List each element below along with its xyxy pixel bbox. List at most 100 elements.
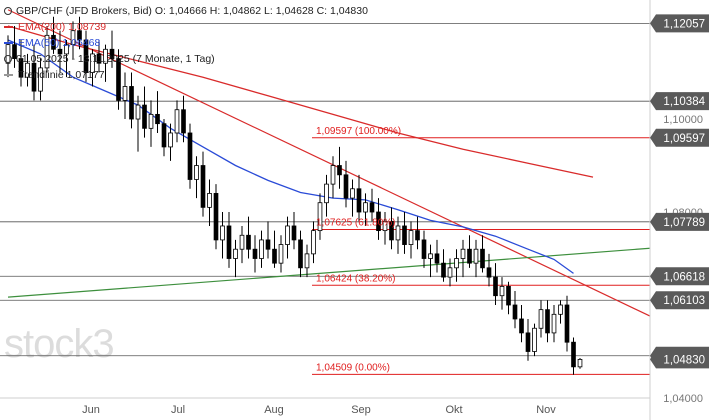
candle-body[interactable] [486, 267, 492, 278]
candle-body[interactable] [382, 220, 388, 232]
candle-body[interactable] [213, 193, 219, 241]
candle-body[interactable] [376, 211, 381, 232]
candle-body[interactable] [239, 234, 245, 250]
candle-body[interactable] [77, 30, 82, 41]
candle-body[interactable] [317, 202, 323, 232]
candle-body[interactable] [168, 132, 173, 148]
candle-body[interactable] [545, 309, 550, 334]
candle-body[interactable] [220, 225, 225, 241]
candle-body[interactable] [558, 304, 563, 315]
candle-body[interactable] [421, 239, 427, 259]
candle-body[interactable] [525, 332, 531, 352]
candle-body[interactable] [122, 86, 128, 101]
candle-body[interactable] [538, 309, 544, 329]
price-tag[interactable] [650, 212, 709, 231]
price-tag[interactable] [650, 14, 709, 33]
candle-body[interactable] [415, 230, 420, 241]
candle-body[interactable] [194, 165, 199, 180]
candle-body[interactable] [259, 239, 264, 259]
candle-body[interactable] [551, 313, 557, 334]
candle-body[interactable] [519, 318, 524, 334]
candle-body[interactable] [187, 132, 193, 180]
candle-body[interactable] [473, 248, 479, 264]
ema50-line[interactable] [7, 39, 574, 274]
candle-body[interactable] [90, 53, 95, 73]
candle-body[interactable] [38, 67, 43, 92]
candle-body[interactable] [428, 253, 433, 259]
candle-body[interactable] [389, 220, 394, 241]
candle-body[interactable] [25, 62, 30, 78]
candle-body[interactable] [181, 109, 186, 134]
candle-body[interactable] [577, 359, 583, 368]
candle-body[interactable] [402, 225, 407, 245]
candle-body[interactable] [252, 248, 258, 259]
candle-body[interactable] [330, 165, 336, 185]
candle-body[interactable] [285, 225, 290, 245]
price-tag[interactable] [650, 267, 709, 286]
candle-body[interactable] [512, 304, 518, 320]
candle-body[interactable] [350, 188, 355, 199]
price-tag[interactable] [650, 92, 709, 111]
candle-body[interactable] [480, 248, 485, 269]
candle-body[interactable] [272, 248, 277, 264]
candle-body[interactable] [135, 104, 141, 120]
legend-ema200[interactable]: EMA(200) 1,08739 [4, 19, 368, 35]
candle-body[interactable] [564, 304, 570, 343]
candle-body[interactable] [304, 253, 310, 269]
candle-body[interactable] [571, 341, 576, 368]
price-tag[interactable] [650, 128, 709, 147]
candle-body[interactable] [369, 202, 375, 213]
legend-ema50[interactable]: EMA(50) 1,06468 [4, 35, 368, 51]
candle-body[interactable] [207, 193, 212, 208]
candle-body[interactable] [96, 53, 102, 64]
candle-body[interactable] [246, 234, 251, 250]
candle-body[interactable] [506, 286, 511, 306]
candle-body[interactable] [64, 44, 69, 55]
candle-body[interactable] [226, 225, 232, 259]
candle-body[interactable] [31, 62, 37, 92]
candle-body[interactable] [109, 48, 115, 59]
candle-body[interactable] [408, 230, 414, 245]
candle-body[interactable] [70, 30, 76, 46]
candle-body[interactable] [343, 174, 349, 199]
candle-body[interactable] [298, 239, 303, 269]
candle-body[interactable] [148, 113, 154, 129]
candle-body[interactable] [311, 230, 316, 255]
candle-body[interactable] [337, 165, 342, 176]
candle-body[interactable] [499, 286, 505, 297]
downtrend-line[interactable] [7, 9, 651, 317]
candle-body[interactable] [129, 86, 134, 120]
candle-body[interactable] [12, 44, 17, 59]
candle-body[interactable] [44, 34, 50, 69]
candle-body[interactable] [161, 123, 167, 148]
candle-body[interactable] [454, 258, 459, 269]
candle-body[interactable] [116, 58, 121, 101]
candle-body[interactable] [83, 39, 89, 73]
candle-body[interactable] [142, 104, 147, 129]
candle-body[interactable] [265, 239, 271, 250]
candle-body[interactable] [395, 225, 401, 241]
candle-body[interactable] [51, 34, 56, 50]
candle-body[interactable] [324, 183, 329, 204]
candle-body[interactable] [291, 225, 297, 241]
candle-body[interactable] [200, 165, 206, 208]
uptrend-line[interactable] [7, 247, 651, 298]
candle-body[interactable] [460, 248, 466, 259]
candle-body[interactable] [278, 244, 284, 264]
candle-body[interactable] [363, 202, 368, 213]
candle-body[interactable] [233, 248, 238, 259]
candle-body[interactable] [447, 267, 453, 278]
candle-body[interactable] [493, 276, 498, 297]
legend-trendline[interactable]: Trendlinie 1,07177 [4, 67, 368, 83]
candle-body[interactable] [103, 48, 108, 64]
candle-body[interactable] [434, 253, 440, 264]
candle-body[interactable] [532, 327, 537, 352]
candle-body[interactable] [57, 48, 63, 55]
collapse-toggle-icon[interactable] [4, 7, 12, 15]
candle-body[interactable] [467, 248, 472, 264]
candle-body[interactable] [18, 58, 24, 78]
candle-body[interactable] [155, 113, 160, 125]
candle-body[interactable] [174, 109, 180, 134]
price-tag[interactable] [650, 291, 709, 310]
